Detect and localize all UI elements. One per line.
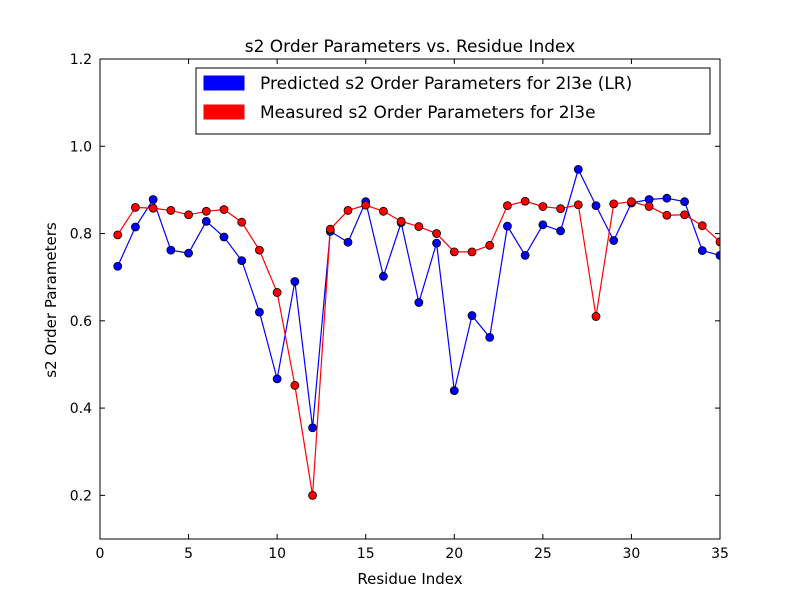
series-0-point-31 bbox=[662, 193, 672, 203]
series-1-point-15 bbox=[379, 206, 388, 216]
chart-title: s2 Order Parameters vs. Residue Index bbox=[245, 37, 576, 57]
legend-label-0: Predicted s2 Order Parameters for 2l3e (… bbox=[260, 74, 632, 94]
series-1-point-33 bbox=[697, 221, 707, 231]
series-1-point-4 bbox=[184, 210, 193, 220]
series-0-point-3 bbox=[166, 245, 176, 255]
series-0-point-10 bbox=[290, 277, 300, 286]
series-1-point-14 bbox=[361, 200, 371, 210]
series-1-point-12 bbox=[325, 224, 335, 234]
series-1-point-16 bbox=[396, 216, 406, 226]
series-1-point-23 bbox=[520, 196, 530, 206]
series-1-point-19 bbox=[449, 247, 459, 257]
series-1-point-8 bbox=[255, 245, 264, 255]
series-1-point-32 bbox=[680, 210, 689, 220]
series-1-point-26 bbox=[573, 200, 583, 210]
series-1-point-24 bbox=[538, 202, 548, 211]
series-0-point-27 bbox=[591, 201, 601, 211]
legend-swatch-0 bbox=[203, 75, 245, 91]
y-tick-label-1: 0.4 bbox=[70, 401, 92, 417]
series-1-point-17 bbox=[414, 222, 424, 231]
x-axis-label: Residue Index bbox=[357, 570, 462, 588]
series-0-point-18 bbox=[432, 238, 441, 248]
series-0-point-15 bbox=[379, 271, 388, 281]
series-1-point-34 bbox=[715, 237, 720, 247]
series-1-point-5 bbox=[201, 206, 211, 216]
series-0-point-13 bbox=[343, 237, 353, 247]
legend-swatch-1 bbox=[203, 104, 245, 120]
y-axis-label: s2 Order Parameters bbox=[42, 222, 60, 378]
series-0-point-34 bbox=[715, 250, 720, 260]
x-tick-label-0: 0 bbox=[96, 546, 105, 562]
series-1-point-0 bbox=[113, 230, 123, 240]
x-tick-label-5: 25 bbox=[534, 546, 552, 562]
series-1-point-28 bbox=[609, 199, 619, 209]
y-tick-label-0: 0.2 bbox=[70, 488, 92, 504]
y-tick-label-4: 1.0 bbox=[70, 139, 92, 155]
series-0-point-21 bbox=[485, 332, 495, 342]
series-1-point-31 bbox=[662, 210, 672, 220]
series-1-point-2 bbox=[148, 203, 158, 213]
x-tick-label-1: 5 bbox=[184, 546, 193, 562]
series-0-point-20 bbox=[467, 311, 477, 320]
series-1-point-25 bbox=[556, 204, 565, 214]
series-0-point-7 bbox=[237, 256, 247, 266]
series-0-point-28 bbox=[609, 236, 619, 245]
series-1-point-9 bbox=[272, 288, 282, 297]
series-0-point-1 bbox=[131, 222, 140, 232]
series-0-point-19 bbox=[449, 386, 459, 396]
series-1-point-29 bbox=[627, 197, 636, 207]
x-tick-label-3: 15 bbox=[357, 546, 375, 562]
y-tick-label-2: 0.6 bbox=[70, 314, 92, 330]
series-0-point-2 bbox=[148, 195, 158, 204]
series-0-point-5 bbox=[201, 216, 211, 226]
series-1-markers bbox=[113, 196, 720, 500]
legend-label-1: Measured s2 Order Parameters for 2l3e bbox=[260, 103, 596, 123]
series-1-point-13 bbox=[343, 206, 353, 215]
series-1-point-27 bbox=[591, 312, 601, 321]
series-0-point-11 bbox=[308, 423, 317, 433]
legend-box bbox=[195, 67, 711, 135]
series-1-point-20 bbox=[467, 247, 477, 257]
y-tick-label-3: 0.8 bbox=[70, 227, 92, 243]
series-0-point-33 bbox=[697, 246, 707, 255]
x-tick-label-2: 10 bbox=[268, 546, 286, 562]
series-1-point-21 bbox=[485, 240, 495, 250]
series-0-point-22 bbox=[503, 221, 512, 231]
series-0-point-24 bbox=[538, 220, 548, 230]
series-0-point-8 bbox=[255, 307, 264, 317]
series-1-point-3 bbox=[166, 206, 176, 215]
series-0-point-25 bbox=[556, 226, 565, 236]
series-1-point-10 bbox=[290, 380, 300, 390]
legend: Predicted s2 Order Parameters for 2l3e (… bbox=[195, 67, 711, 135]
x-tick-label-7: 35 bbox=[711, 546, 729, 562]
series-0-point-17 bbox=[414, 298, 424, 307]
series-0-point-23 bbox=[520, 250, 530, 260]
y-tick-label-5: 1.2 bbox=[70, 52, 92, 68]
series-0-point-0 bbox=[113, 261, 123, 271]
series-0-point-32 bbox=[680, 197, 689, 207]
series-1-point-30 bbox=[644, 202, 654, 211]
series-1-point-1 bbox=[131, 202, 140, 212]
x-tick-label-6: 30 bbox=[623, 546, 641, 562]
series-0-point-26 bbox=[573, 164, 583, 174]
axes-frame bbox=[99, 58, 721, 540]
series-1-point-6 bbox=[219, 205, 229, 214]
plot-area: 0 5 10 15 20 25 30 35 0.2 0.4 0.6 0.8 1.0 1.2 Predicte… bbox=[70, 52, 729, 562]
series-1-point-22 bbox=[503, 201, 512, 211]
series-1-point-7 bbox=[237, 217, 247, 227]
series-0-point-6 bbox=[219, 232, 229, 242]
series-0-point-9 bbox=[272, 374, 282, 384]
series-1-point-18 bbox=[432, 229, 441, 238]
series-1-point-11 bbox=[308, 490, 317, 500]
x-tick-label-4: 20 bbox=[445, 546, 463, 562]
series-0-point-4 bbox=[184, 248, 193, 258]
